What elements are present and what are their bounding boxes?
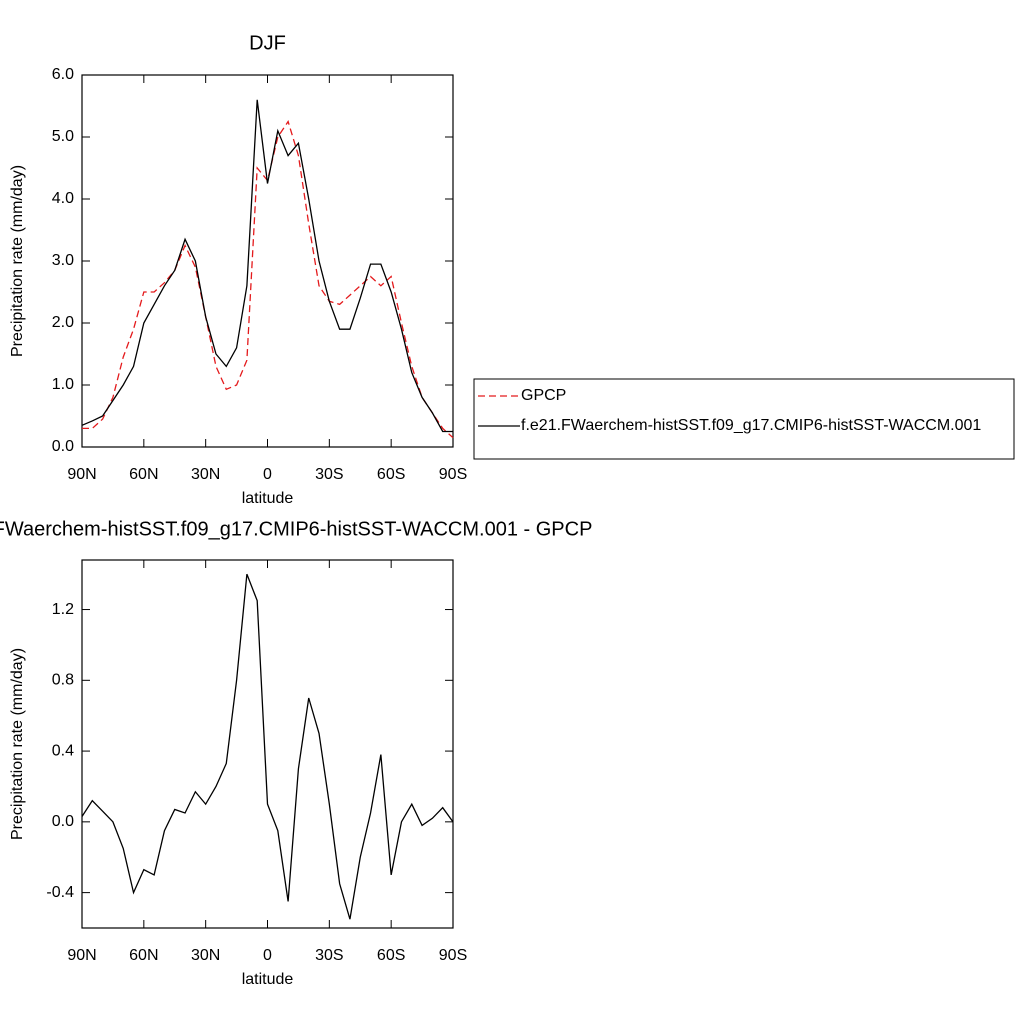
y-tick-label: 1.0	[52, 376, 74, 393]
y-tick-label: 2.0	[52, 314, 74, 331]
x-tick-label: 90N	[67, 466, 96, 483]
x-tick-label: 60S	[377, 947, 405, 964]
y-tick-label: 3.0	[52, 252, 74, 269]
x-axis-label: latitude	[242, 490, 294, 507]
x-tick-label: 30S	[315, 466, 343, 483]
x-tick-label: 0	[263, 947, 272, 964]
y-tick-label: 5.0	[52, 128, 74, 145]
x-tick-label: 60N	[129, 466, 158, 483]
line-series	[81, 99, 453, 433]
x-tick-label: 60S	[377, 466, 405, 483]
x-tick-label: 60N	[129, 947, 158, 964]
y-tick-label: 0.0	[52, 813, 74, 830]
x-axis-label: latitude	[242, 971, 294, 988]
legend-label: f.e21.FWaerchem-histSST.f09_g17.CMIP6-hi…	[521, 417, 981, 434]
x-tick-label: 90S	[439, 947, 467, 964]
plot-frame	[81, 74, 454, 448]
x-tick-label: 30N	[191, 947, 220, 964]
y-tick-label: 6.0	[52, 66, 74, 83]
x-tick-label: 90S	[439, 466, 467, 483]
legend-label: GPCP	[521, 387, 566, 404]
x-tick-label: 30N	[191, 466, 220, 483]
chart-title: f.e21.FWaerchem-histSST.f09_g17.CMIP6-hi…	[0, 518, 592, 540]
plot-frame	[81, 559, 454, 929]
y-tick-label: 1.2	[52, 601, 74, 618]
y-tick-label: 4.0	[52, 190, 74, 207]
legend-box	[473, 378, 1015, 460]
line-series	[81, 573, 454, 920]
chart-title: DJF	[249, 32, 286, 54]
y-axis-label: Precipitation rate (mm/day)	[9, 648, 26, 840]
y-axis-label: Precipitation rate (mm/day)	[9, 165, 26, 357]
y-tick-label: -0.4	[46, 884, 74, 901]
x-tick-label: 0	[263, 466, 272, 483]
y-tick-label: 0.0	[52, 438, 74, 455]
y-tick-label: 0.8	[52, 672, 74, 689]
y-tick-label: 0.4	[52, 742, 74, 759]
x-tick-label: 90N	[67, 947, 96, 964]
line-series	[82, 119, 454, 439]
x-tick-label: 30S	[315, 947, 343, 964]
